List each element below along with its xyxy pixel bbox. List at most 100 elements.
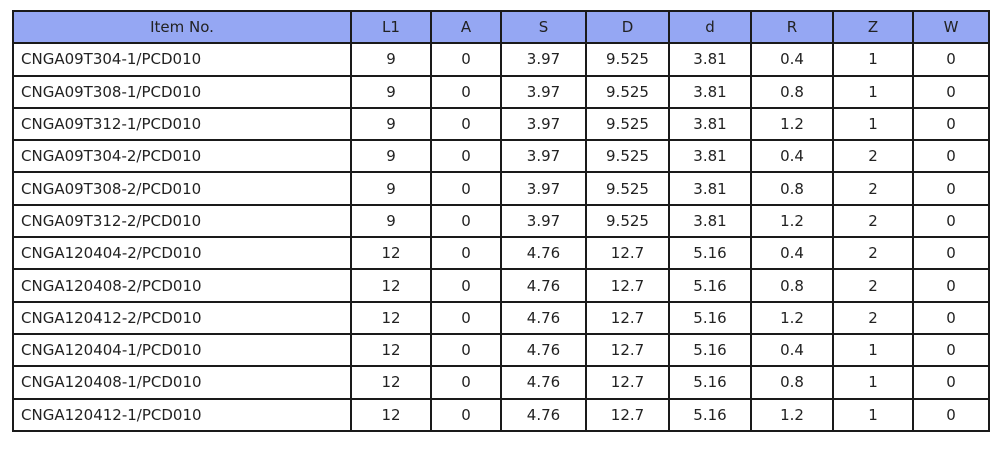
value-cell: 0: [912, 139, 990, 174]
item-number-cell: CNGA09T308-1/PCD010: [12, 74, 352, 109]
value-cell: 0: [430, 332, 502, 368]
value-cell: 0.8: [750, 268, 834, 303]
value-cell: 0: [430, 236, 502, 271]
item-number-cell: CNGA120408-2/PCD010: [12, 268, 352, 303]
value-cell: 3.97: [500, 139, 587, 174]
table-row: CNGA120412-2/PCD010 12 0 4.76 12.7 5.16 1.2 2 0: [12, 300, 990, 335]
column-header: R: [750, 9, 834, 45]
value-cell: 5.16: [668, 236, 752, 271]
value-cell: 9: [350, 203, 432, 239]
value-cell: 9: [350, 171, 432, 206]
value-cell: 3.97: [500, 203, 587, 239]
value-cell: 2: [832, 203, 914, 239]
value-cell: 0.8: [750, 74, 834, 109]
table-row: CNGA120408-1/PCD010 12 0 4.76 12.7 5.16 0.8 1 0: [12, 365, 990, 400]
table-row: CNGA120412-1/PCD010 12 0 4.76 12.7 5.16 1.2 1 0: [12, 397, 990, 432]
value-cell: 0: [912, 203, 990, 239]
value-cell: 12: [350, 268, 432, 303]
column-header: D: [585, 9, 670, 45]
item-number-cell: CNGA120408-1/PCD010: [12, 365, 352, 400]
value-cell: 3.97: [500, 42, 587, 77]
value-cell: 3.81: [668, 203, 752, 239]
value-cell: 12.7: [585, 365, 670, 400]
item-number-cell: CNGA09T312-2/PCD010: [12, 203, 352, 239]
value-cell: 0: [912, 42, 990, 77]
value-cell: 12: [350, 365, 432, 400]
item-number-cell: CNGA120404-2/PCD010: [12, 236, 352, 271]
value-cell: 5.16: [668, 300, 752, 335]
table-row: CNGA09T304-2/PCD010 9 0 3.97 9.525 3.81 0.4 2 0: [12, 139, 990, 174]
column-header: d: [668, 9, 752, 45]
value-cell: 3.81: [668, 74, 752, 109]
value-cell: 0.4: [750, 42, 834, 77]
value-cell: 0: [912, 300, 990, 335]
value-cell: 3.81: [668, 139, 752, 174]
value-cell: 2: [832, 171, 914, 206]
value-cell: 0: [430, 171, 502, 206]
value-cell: 12.7: [585, 332, 670, 368]
value-cell: 12.7: [585, 300, 670, 335]
value-cell: 3.97: [500, 171, 587, 206]
value-cell: 1: [832, 365, 914, 400]
table-row: CNGA09T304-1/PCD010 9 0 3.97 9.525 3.81 0.4 1 0: [12, 42, 990, 77]
item-number-cell: CNGA09T308-2/PCD010: [12, 171, 352, 206]
column-header: L1: [350, 9, 432, 45]
value-cell: 1: [832, 106, 914, 142]
value-cell: 1.2: [750, 203, 834, 239]
value-cell: 0: [912, 106, 990, 142]
value-cell: 12: [350, 397, 432, 432]
item-number-cell: CNGA09T304-1/PCD010: [12, 42, 352, 77]
value-cell: 1.2: [750, 397, 834, 432]
value-cell: 9.525: [585, 42, 670, 77]
item-number-cell: CNGA120412-2/PCD010: [12, 300, 352, 335]
value-cell: 0.4: [750, 332, 834, 368]
value-cell: 4.76: [500, 397, 587, 432]
value-cell: 9.525: [585, 74, 670, 109]
value-cell: 0: [430, 203, 502, 239]
value-cell: 5.16: [668, 268, 752, 303]
value-cell: 12.7: [585, 268, 670, 303]
value-cell: 0: [430, 139, 502, 174]
value-cell: 2: [832, 139, 914, 174]
value-cell: 9: [350, 106, 432, 142]
value-cell: 12: [350, 332, 432, 368]
value-cell: 4.76: [500, 332, 587, 368]
value-cell: 0: [912, 332, 990, 368]
value-cell: 2: [832, 268, 914, 303]
table-row: CNGA09T308-2/PCD010 9 0 3.97 9.525 3.81 0.8 2 0: [12, 171, 990, 206]
table-row: CNGA09T312-1/PCD010 9 0 3.97 9.525 3.81 1.2 1 0: [12, 106, 990, 142]
value-cell: 5.16: [668, 397, 752, 432]
value-cell: 3.81: [668, 42, 752, 77]
value-cell: 0: [912, 365, 990, 400]
item-number-cell: CNGA120404-1/PCD010: [12, 332, 352, 368]
value-cell: 9: [350, 74, 432, 109]
value-cell: 0: [430, 74, 502, 109]
value-cell: 0.8: [750, 365, 834, 400]
table-row: CNGA09T312-2/PCD010 9 0 3.97 9.525 3.81 1.2 2 0: [12, 203, 990, 239]
value-cell: 5.16: [668, 332, 752, 368]
column-header: Item No.: [12, 9, 352, 45]
value-cell: 4.76: [500, 268, 587, 303]
value-cell: 1: [832, 332, 914, 368]
value-cell: 1: [832, 42, 914, 77]
value-cell: 0.4: [750, 139, 834, 174]
value-cell: 0: [912, 397, 990, 432]
value-cell: 2: [832, 236, 914, 271]
value-cell: 5.16: [668, 365, 752, 400]
value-cell: 9.525: [585, 171, 670, 206]
value-cell: 9.525: [585, 106, 670, 142]
value-cell: 12: [350, 236, 432, 271]
value-cell: 0: [430, 42, 502, 77]
value-cell: 9.525: [585, 139, 670, 174]
value-cell: 9: [350, 42, 432, 77]
value-cell: 0: [912, 236, 990, 271]
value-cell: 2: [832, 300, 914, 335]
value-cell: 0: [430, 397, 502, 432]
table-row: CNGA09T308-1/PCD010 9 0 3.97 9.525 3.81 0.8 1 0: [12, 74, 990, 109]
value-cell: 0: [430, 268, 502, 303]
column-header: A: [430, 9, 502, 45]
value-cell: 0: [912, 74, 990, 109]
value-cell: 3.97: [500, 106, 587, 142]
